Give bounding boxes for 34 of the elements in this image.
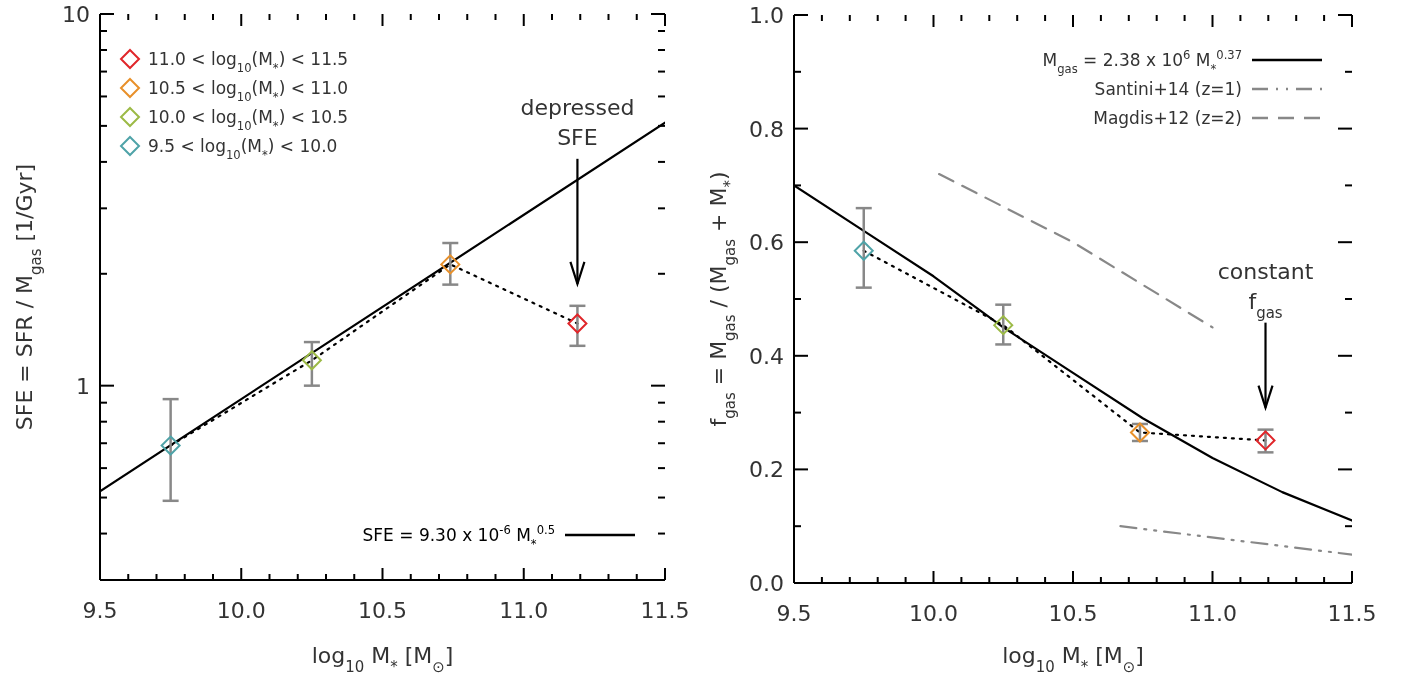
y-tick-label: 1.0 xyxy=(749,3,784,28)
point xyxy=(160,435,181,456)
x-tick-label: 10.5 xyxy=(1048,601,1098,626)
y-tick-label: 0.6 xyxy=(749,230,784,256)
y-tick-label: 1 xyxy=(76,373,90,399)
x-axis-title: log$_{10}$ M$_{*}$ [M$_{⊙}$] xyxy=(311,643,454,675)
legend-label: Santini+14 (z=1) xyxy=(1094,79,1242,99)
point xyxy=(993,315,1014,336)
y-tick-label: 10 xyxy=(62,2,90,27)
x-tick-label: 9.5 xyxy=(776,601,812,626)
point xyxy=(853,240,874,261)
point xyxy=(440,254,461,275)
legend-label: Magdis+12 (z=2) xyxy=(1093,108,1242,128)
y-tick-label: 0.0 xyxy=(749,571,784,596)
y-tick-label: 0.4 xyxy=(749,343,784,369)
y-tick-label: 0.2 xyxy=(749,457,784,483)
annotation: depressed SFE xyxy=(520,94,635,150)
point xyxy=(567,313,588,334)
annotation: constant f$_{gas}$ xyxy=(1217,258,1314,322)
point xyxy=(301,350,322,371)
x-axis-title: log$_{10}$ M$_{*}$ [M$_{⊙}$] xyxy=(1002,643,1144,675)
x-tick-label: 11.0 xyxy=(1188,601,1237,626)
x-tick-label: 11.5 xyxy=(1327,601,1377,626)
x-tick-label: 11.5 xyxy=(640,598,690,623)
legend-label: 11.0 < log$_{10}$(M$_{*}$) < 11.5 xyxy=(148,49,349,75)
legend-label: 10.5 < log$_{10}$(M$_{*}$) < 11.0 xyxy=(148,78,349,104)
x-tick-label: 9.5 xyxy=(82,598,118,623)
x-tick-label: 10.0 xyxy=(909,601,958,626)
x-tick-label: 11.0 xyxy=(499,598,549,623)
y-tick-label: 0.8 xyxy=(749,116,784,142)
x-tick-label: 10.0 xyxy=(216,598,266,623)
legend-label: 10.0 < log$_{10}$(M$_{*}$) < 10.5 xyxy=(148,107,349,133)
x-tick-label: 10.5 xyxy=(358,598,407,623)
legend-label: 9.5 < log$_{10}$(M$_{*}$) < 10.0 xyxy=(148,136,338,162)
